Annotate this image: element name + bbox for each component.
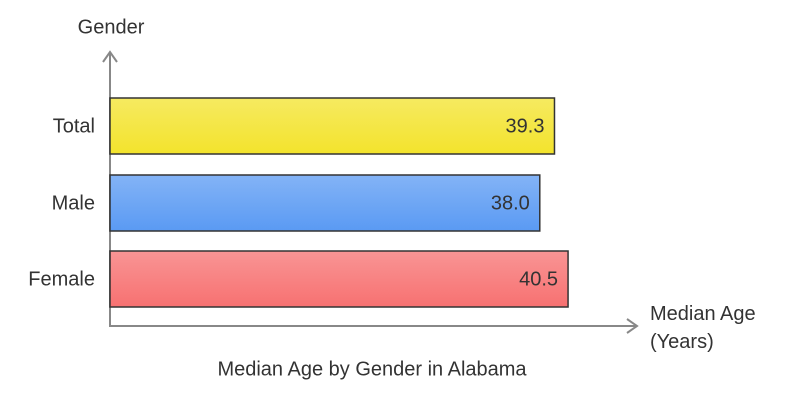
y-tick-label: Total — [53, 115, 95, 137]
y-tick-label: Male — [52, 192, 95, 214]
y-axis-label: Gender — [78, 16, 145, 38]
value-label: 38.0 — [491, 192, 530, 214]
bar — [109, 250, 569, 308]
y-axis-arrow — [102, 50, 118, 63]
value-label: 40.5 — [519, 268, 558, 290]
x-axis-arrow — [626, 318, 639, 334]
bar — [109, 174, 541, 232]
value-label: 39.3 — [506, 115, 545, 137]
y-tick-label: Female — [28, 268, 95, 290]
bar — [109, 97, 556, 155]
chart-title: Median Age by Gender in Alabama — [217, 358, 527, 380]
x-axis-label: Median Age (Years) — [650, 303, 756, 353]
